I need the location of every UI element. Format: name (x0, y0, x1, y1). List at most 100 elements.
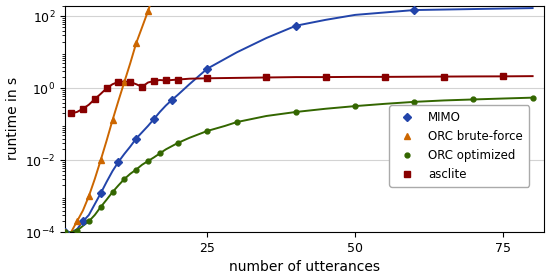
asclite (411, 75, 417, 78)
asclite (352, 75, 359, 79)
MIMO (157, 110, 163, 114)
asclite (68, 112, 74, 115)
ORC optimized (233, 120, 240, 124)
MIMO (233, 51, 240, 54)
MIMO (186, 83, 192, 86)
MIMO (352, 13, 359, 17)
asclite (529, 74, 536, 78)
ORC optimized (109, 190, 116, 194)
ORC brute-force (127, 62, 134, 65)
asclite (168, 78, 175, 82)
ORC brute-force (80, 209, 86, 212)
MIMO (263, 36, 270, 40)
asclite (97, 92, 104, 95)
asclite (139, 85, 145, 88)
asclite (233, 76, 240, 80)
Y-axis label: runtime in s: runtime in s (6, 77, 20, 160)
ORC brute-force (91, 177, 98, 181)
asclite (103, 87, 110, 90)
ORC optimized (174, 141, 181, 145)
MIMO (162, 104, 169, 107)
ORC brute-force (121, 80, 128, 84)
Line: asclite: asclite (68, 73, 535, 116)
MIMO (322, 18, 329, 22)
MIMO (109, 169, 116, 173)
ORC optimized (293, 110, 299, 114)
Line: MIMO: MIMO (62, 5, 535, 235)
MIMO (204, 67, 211, 71)
ORC optimized (470, 98, 477, 101)
asclite (145, 81, 151, 84)
ORC optimized (222, 124, 228, 128)
ORC optimized (162, 148, 169, 151)
MIMO (115, 160, 122, 164)
asclite (157, 78, 163, 82)
ORC optimized (127, 172, 134, 176)
asclite (127, 80, 134, 84)
ORC brute-force (86, 195, 92, 198)
Legend: MIMO, ORC brute-force, ORC optimized, asclite: MIMO, ORC brute-force, ORC optimized, as… (389, 105, 529, 187)
ORC optimized (411, 100, 417, 104)
ORC optimized (441, 99, 447, 102)
MIMO (470, 7, 477, 11)
ORC brute-force (74, 220, 80, 223)
asclite (151, 79, 157, 83)
ORC brute-force (133, 41, 140, 45)
asclite (500, 75, 507, 78)
ORC optimized (121, 177, 128, 181)
MIMO (121, 152, 128, 156)
asclite (74, 110, 80, 114)
Line: ORC brute-force: ORC brute-force (62, 0, 169, 235)
ORC brute-force (139, 25, 145, 29)
ORC optimized (529, 96, 536, 99)
ORC brute-force (115, 99, 122, 102)
asclite (174, 78, 181, 81)
MIMO (74, 228, 80, 231)
ORC optimized (62, 230, 69, 234)
ORC brute-force (103, 139, 110, 142)
ORC optimized (86, 220, 92, 223)
MIMO (145, 124, 151, 128)
asclite (322, 75, 329, 79)
asclite (109, 83, 116, 86)
MIMO (293, 24, 299, 27)
ORC optimized (157, 152, 163, 155)
ORC brute-force (145, 10, 151, 13)
asclite (204, 77, 211, 80)
ORC optimized (97, 205, 104, 209)
asclite (91, 97, 98, 101)
asclite (293, 75, 299, 79)
ORC brute-force (109, 118, 116, 122)
MIMO (86, 213, 92, 217)
MIMO (91, 202, 98, 206)
asclite (441, 75, 447, 78)
MIMO (133, 137, 140, 140)
ORC optimized (145, 159, 151, 163)
asclite (381, 75, 388, 79)
MIMO (127, 145, 134, 148)
ORC optimized (80, 224, 86, 228)
ORC optimized (381, 102, 388, 106)
ORC optimized (204, 129, 211, 133)
MIMO (80, 220, 86, 223)
ORC optimized (263, 114, 270, 118)
asclite (86, 103, 92, 106)
asclite (133, 83, 140, 86)
ORC optimized (133, 168, 140, 171)
ORC optimized (139, 163, 145, 166)
MIMO (62, 230, 69, 234)
asclite (162, 79, 169, 82)
ORC optimized (322, 107, 329, 110)
ORC brute-force (62, 230, 69, 234)
ORC optimized (68, 230, 74, 234)
ORC optimized (74, 229, 80, 232)
asclite (470, 75, 477, 78)
ORC optimized (151, 156, 157, 159)
ORC brute-force (97, 158, 104, 162)
asclite (115, 80, 122, 84)
MIMO (103, 180, 110, 184)
ORC optimized (352, 104, 359, 108)
Line: ORC optimized: ORC optimized (63, 95, 535, 235)
asclite (121, 80, 128, 83)
MIMO (168, 99, 175, 102)
